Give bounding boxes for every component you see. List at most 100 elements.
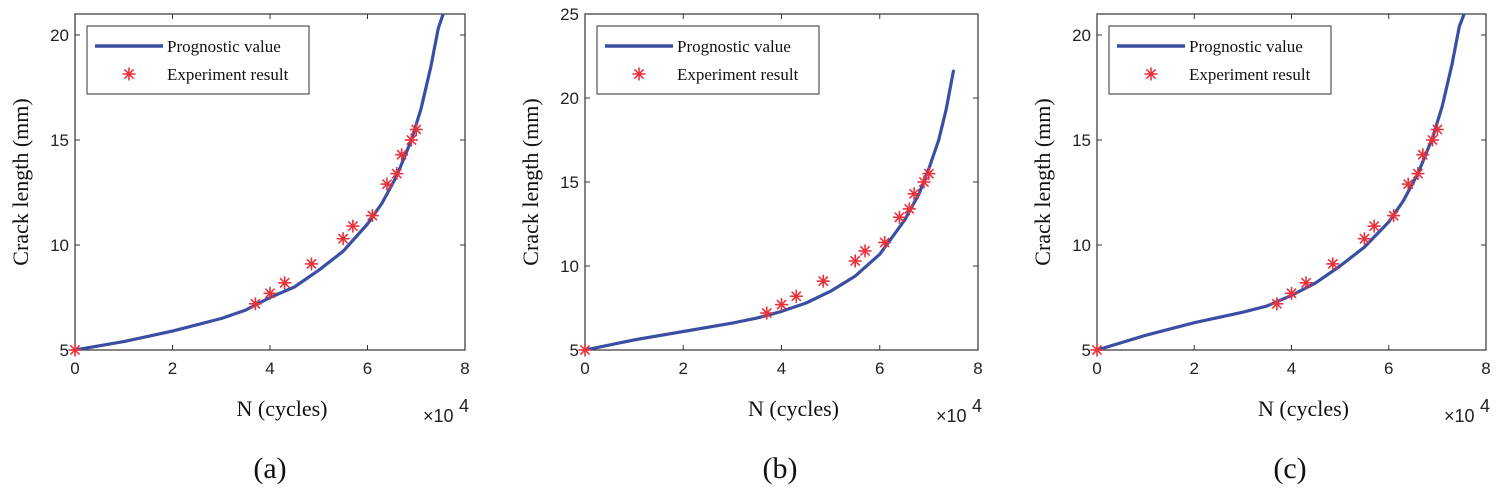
legend-box <box>596 25 820 95</box>
series-line-prognostic <box>1097 14 1466 350</box>
experiment-point <box>1426 133 1440 147</box>
experiment-point <box>68 343 82 357</box>
x-multiplier-exponent: 4 <box>459 396 469 416</box>
legend-label-prognostic: Prognostic value <box>167 37 281 56</box>
experiment-point <box>878 235 892 249</box>
y-tick-label: 25 <box>560 5 579 24</box>
legend-box <box>1108 25 1332 95</box>
x-tick-label: 4 <box>1287 359 1296 378</box>
experiment-point <box>848 254 862 268</box>
x-tick-label: 2 <box>168 359 177 378</box>
experiment-point <box>409 123 423 136</box>
y-tick-label: 10 <box>1072 236 1091 255</box>
chart-panel-a: 0 2 4 6 8 5 10 15 20 N (cycles) Crack length (mm) ×… <box>8 13 470 485</box>
legend-label-experiment: Experiment result <box>1189 65 1311 84</box>
y-axis-label: Crack length (mm) <box>8 98 33 265</box>
x-multiplier: ×10 <box>936 406 967 426</box>
experiment-point <box>1430 123 1444 136</box>
legend-label-prognostic: Prognostic value <box>1189 37 1303 56</box>
y-tick-label: 15 <box>560 173 579 192</box>
experiment-point <box>578 343 592 357</box>
x-multiplier-exponent: 4 <box>972 396 982 416</box>
x-tick-label: 8 <box>460 359 469 378</box>
legend-marker-swatch <box>122 67 136 81</box>
experiment-point <box>1270 297 1284 311</box>
experiment-point <box>1326 257 1340 271</box>
legend-label-prognostic: Prognostic value <box>677 37 791 56</box>
experiment-point <box>1299 276 1313 290</box>
legend-box <box>86 25 310 95</box>
y-tick-label: 15 <box>1072 131 1091 150</box>
chart-panel-b: 0 2 4 6 8 5 10 15 20 25 N (cycles) Crack length (mm… <box>518 5 983 485</box>
x-tick-label: 6 <box>1384 359 1393 378</box>
experiment-point <box>760 306 774 320</box>
experiment-point <box>278 276 292 290</box>
experiment-point <box>1416 148 1430 162</box>
experiment-point <box>336 232 350 246</box>
x-multiplier: ×10 <box>423 406 454 426</box>
legend-label-experiment: Experiment result <box>677 65 799 84</box>
experiment-point <box>380 177 394 191</box>
panel-label: (c) <box>1273 452 1306 485</box>
experiment-point <box>1090 343 1104 357</box>
y-tick-label: 15 <box>50 131 69 150</box>
experiment-point <box>1401 177 1415 191</box>
series-line-prognostic <box>585 69 955 350</box>
x-multiplier: ×10 <box>1444 406 1475 426</box>
experiment-point <box>892 210 906 224</box>
legend-marker-swatch <box>632 67 646 81</box>
legend: Prognostic value Experiment result <box>596 25 820 95</box>
experiment-point <box>346 219 360 233</box>
x-tick-label: 4 <box>777 359 786 378</box>
x-tick-label: 0 <box>70 359 79 378</box>
panel-label: (b) <box>763 452 798 485</box>
x-tick-label: 0 <box>1092 359 1101 378</box>
x-tick-label: 2 <box>679 359 688 378</box>
y-tick-label: 10 <box>50 236 69 255</box>
y-axis-label: Crack length (mm) <box>518 98 543 265</box>
experiment-point <box>816 274 830 288</box>
y-tick-label: 10 <box>560 257 579 276</box>
experiment-point <box>304 257 318 271</box>
experiment-point <box>390 167 404 181</box>
experiment-point <box>1367 219 1381 233</box>
legend-label-experiment: Experiment result <box>167 65 289 84</box>
experiment-point <box>858 244 872 258</box>
x-tick-label: 6 <box>875 359 884 378</box>
x-tick-label: 8 <box>1481 359 1490 378</box>
y-tick-label: 5 <box>60 341 69 360</box>
experiment-point <box>248 297 262 311</box>
experiment-point <box>789 289 803 303</box>
x-axis-label: N (cycles) <box>1258 396 1349 421</box>
series-line-prognostic <box>75 14 445 350</box>
experiment-point <box>365 209 379 223</box>
y-tick-label: 20 <box>50 26 69 45</box>
y-tick-label: 5 <box>1082 341 1091 360</box>
experiment-point <box>263 286 277 300</box>
y-tick-label: 5 <box>570 341 579 360</box>
experiment-point <box>404 133 418 147</box>
legend-marker-swatch <box>1144 67 1158 81</box>
x-multiplier-exponent: 4 <box>1480 396 1490 416</box>
y-tick-label: 20 <box>560 89 579 108</box>
x-tick-label: 0 <box>580 359 589 378</box>
x-axis-label: N (cycles) <box>748 396 839 421</box>
experiment-point <box>907 187 921 201</box>
experiment-point <box>902 202 916 216</box>
experiment-point <box>1285 286 1298 300</box>
x-tick-label: 8 <box>973 359 982 378</box>
y-tick-label: 20 <box>1072 26 1091 45</box>
experiment-point <box>1357 232 1371 246</box>
experiment-point <box>395 148 409 162</box>
chart-panel-c: 0 2 4 6 8 5 10 15 20 N (cycles) Crack length (mm) ×… <box>1030 13 1491 485</box>
experiment-point <box>1387 209 1401 223</box>
y-axis-label: Crack length (mm) <box>1030 98 1055 265</box>
x-tick-label: 2 <box>1190 359 1199 378</box>
legend: Prognostic value Experiment result <box>86 25 310 95</box>
experiment-point <box>922 167 936 181</box>
x-axis-label: N (cycles) <box>236 396 327 421</box>
x-tick-label: 4 <box>265 359 274 378</box>
experiment-point <box>775 298 788 312</box>
panel-label: (a) <box>253 452 286 485</box>
